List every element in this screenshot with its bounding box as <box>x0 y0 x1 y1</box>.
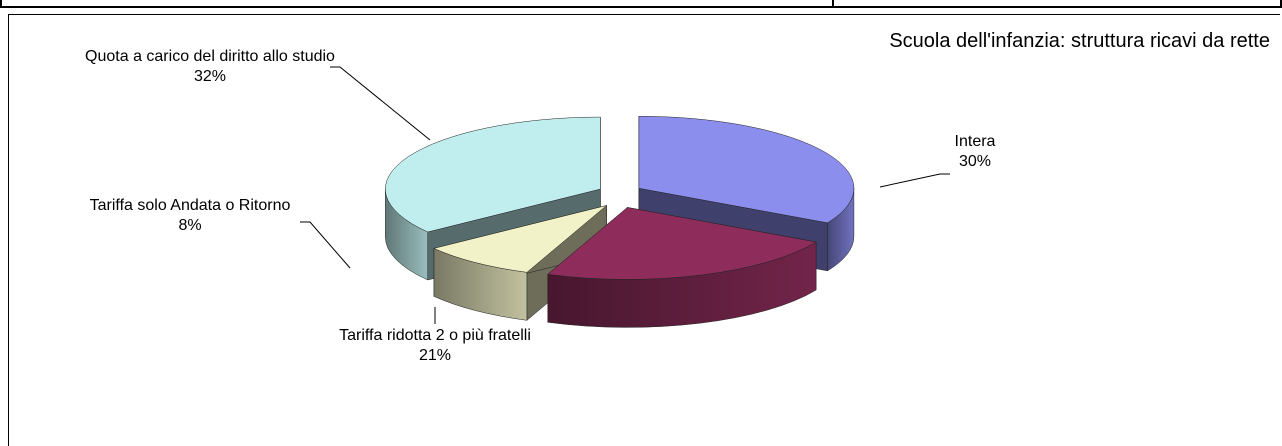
leader-line <box>300 221 351 269</box>
slice-top <box>433 205 607 273</box>
chart-frame <box>8 14 1280 446</box>
slice-top <box>547 207 817 280</box>
data-label: Intera 30% <box>900 132 1050 172</box>
category-name: Tariffa solo Andata o Ritorno <box>89 197 291 214</box>
value-label: 30% <box>958 153 992 170</box>
category-name: Intera <box>954 133 996 150</box>
data-label: Tariffa solo Andata o Ritorno 8% <box>80 196 300 236</box>
leader-line <box>879 173 950 188</box>
leader-line <box>330 66 431 141</box>
data-label: Tariffa ridotta 2 o più fratelli 21% <box>320 326 550 366</box>
chart-title: Scuola dell'infanzia: struttura ricavi d… <box>889 30 1270 52</box>
slice <box>433 204 607 321</box>
category-name: Quota a carico del diritto allo studio <box>85 48 335 65</box>
data-label: Quota a carico del diritto allo studio 32… <box>85 47 335 87</box>
value-label: 32% <box>193 68 227 85</box>
value-label: 21% <box>418 347 452 364</box>
slice <box>547 206 817 328</box>
slice-top <box>638 116 855 224</box>
category-name: Tariffa ridotta 2 o più fratelli <box>339 327 531 344</box>
slice-top <box>385 116 601 233</box>
table-edge <box>0 0 1282 8</box>
value-label: 8% <box>178 217 202 234</box>
